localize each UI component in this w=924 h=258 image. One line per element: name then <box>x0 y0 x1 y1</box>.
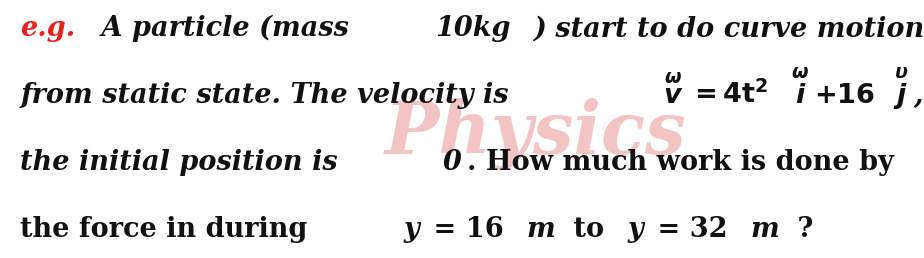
Text: 0: 0 <box>443 149 461 176</box>
Text: y: y <box>404 216 419 243</box>
Text: ) start to do curve motion: ) start to do curve motion <box>533 15 924 42</box>
Text: y: y <box>627 216 643 243</box>
Text: A particle (mass: A particle (mass <box>91 15 358 42</box>
Text: $\mathbf{= 4t^{2}}$: $\mathbf{= 4t^{2}}$ <box>689 81 768 109</box>
Text: Physics: Physics <box>385 98 687 170</box>
Text: e.g.: e.g. <box>20 15 76 42</box>
Text: ?: ? <box>788 216 813 243</box>
Text: to: to <box>564 216 614 243</box>
Text: the initial position is: the initial position is <box>20 149 347 176</box>
Text: . How much work is done by: . How much work is done by <box>467 149 894 176</box>
Text: $\mathbf{\overset{\boldsymbol{\omega}}{\boldsymbol{i}}}$: $\mathbf{\overset{\boldsymbol{\omega}}{\… <box>791 69 809 109</box>
Text: = 32: = 32 <box>648 216 727 243</box>
Text: m: m <box>527 216 555 243</box>
Text: $\mathbf{\overset{\boldsymbol{\omega}}{\boldsymbol{v}}}$: $\mathbf{\overset{\boldsymbol{\omega}}{\… <box>663 74 684 109</box>
Text: $\mathbf{+16\,}$: $\mathbf{+16\,}$ <box>814 83 875 109</box>
Text: = 16: = 16 <box>424 216 504 243</box>
Text: $\mathbf{\overset{\boldsymbol{\upsilon}}{\boldsymbol{j}}}$: $\mathbf{\overset{\boldsymbol{\upsilon}}… <box>893 65 908 112</box>
Text: from static state. The velocity is: from static state. The velocity is <box>20 82 518 109</box>
Text: , and: , and <box>913 82 924 109</box>
Text: the force in during: the force in during <box>20 216 317 243</box>
Text: m: m <box>750 216 780 243</box>
Text: 10kg: 10kg <box>435 15 511 42</box>
